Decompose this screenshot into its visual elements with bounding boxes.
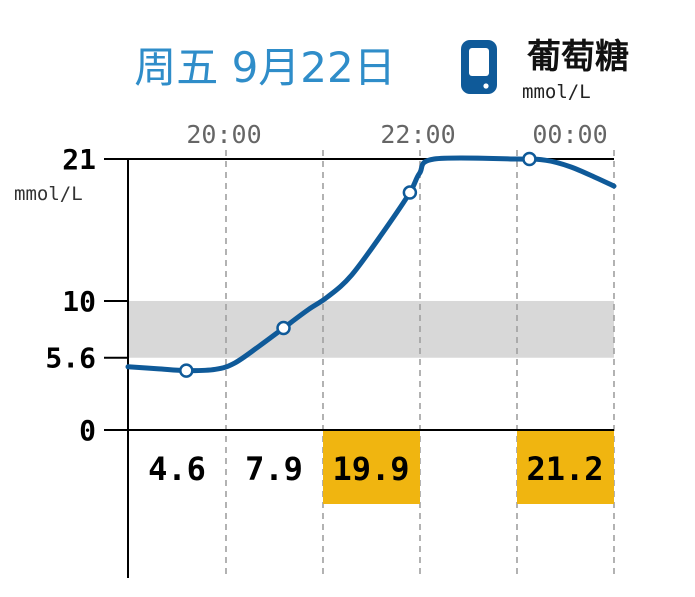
x-tick-label: 00:00: [532, 120, 607, 149]
x-tick-label: 22:00: [380, 120, 455, 149]
x-tick-label: 20:00: [186, 120, 261, 149]
glucose-meter-icon: [461, 40, 497, 94]
target-range-band: [128, 300, 614, 358]
table-cell-highlight: [517, 430, 614, 504]
date-title: 周五 9月22日: [134, 43, 396, 92]
glucose-line: [125, 155, 617, 374]
glucose-marker: [522, 151, 537, 167]
glucose-marker: [179, 363, 194, 378]
glucose-marker: [402, 185, 418, 200]
glucose-marker: [276, 320, 291, 336]
reading-value: 21.2: [526, 450, 603, 488]
glucose-markers: [179, 151, 537, 378]
y-axis: 21 10 5.6 0: [45, 143, 128, 447]
y-axis-unit: mmol/L: [14, 183, 83, 205]
y-tick-label: 0: [79, 414, 96, 447]
reading-table: 4.6 7.9 19.9 21.2: [148, 450, 603, 488]
vertical-gridlines: [225, 150, 615, 578]
reading-value: 4.6: [148, 450, 206, 488]
reading-value: 7.9: [245, 450, 303, 488]
meter-unit: mmol/L: [522, 81, 591, 103]
y-tick-label: 21: [62, 143, 96, 176]
x-tick-labels: 20:00 22:00 00:00: [186, 120, 607, 149]
y-tick-label: 10: [62, 285, 96, 318]
table-cell-highlight: [323, 430, 420, 504]
meter-label: 葡萄糖: [527, 37, 629, 77]
reading-value: 19.9: [332, 450, 409, 488]
y-tick-label: 5.6: [45, 342, 96, 375]
